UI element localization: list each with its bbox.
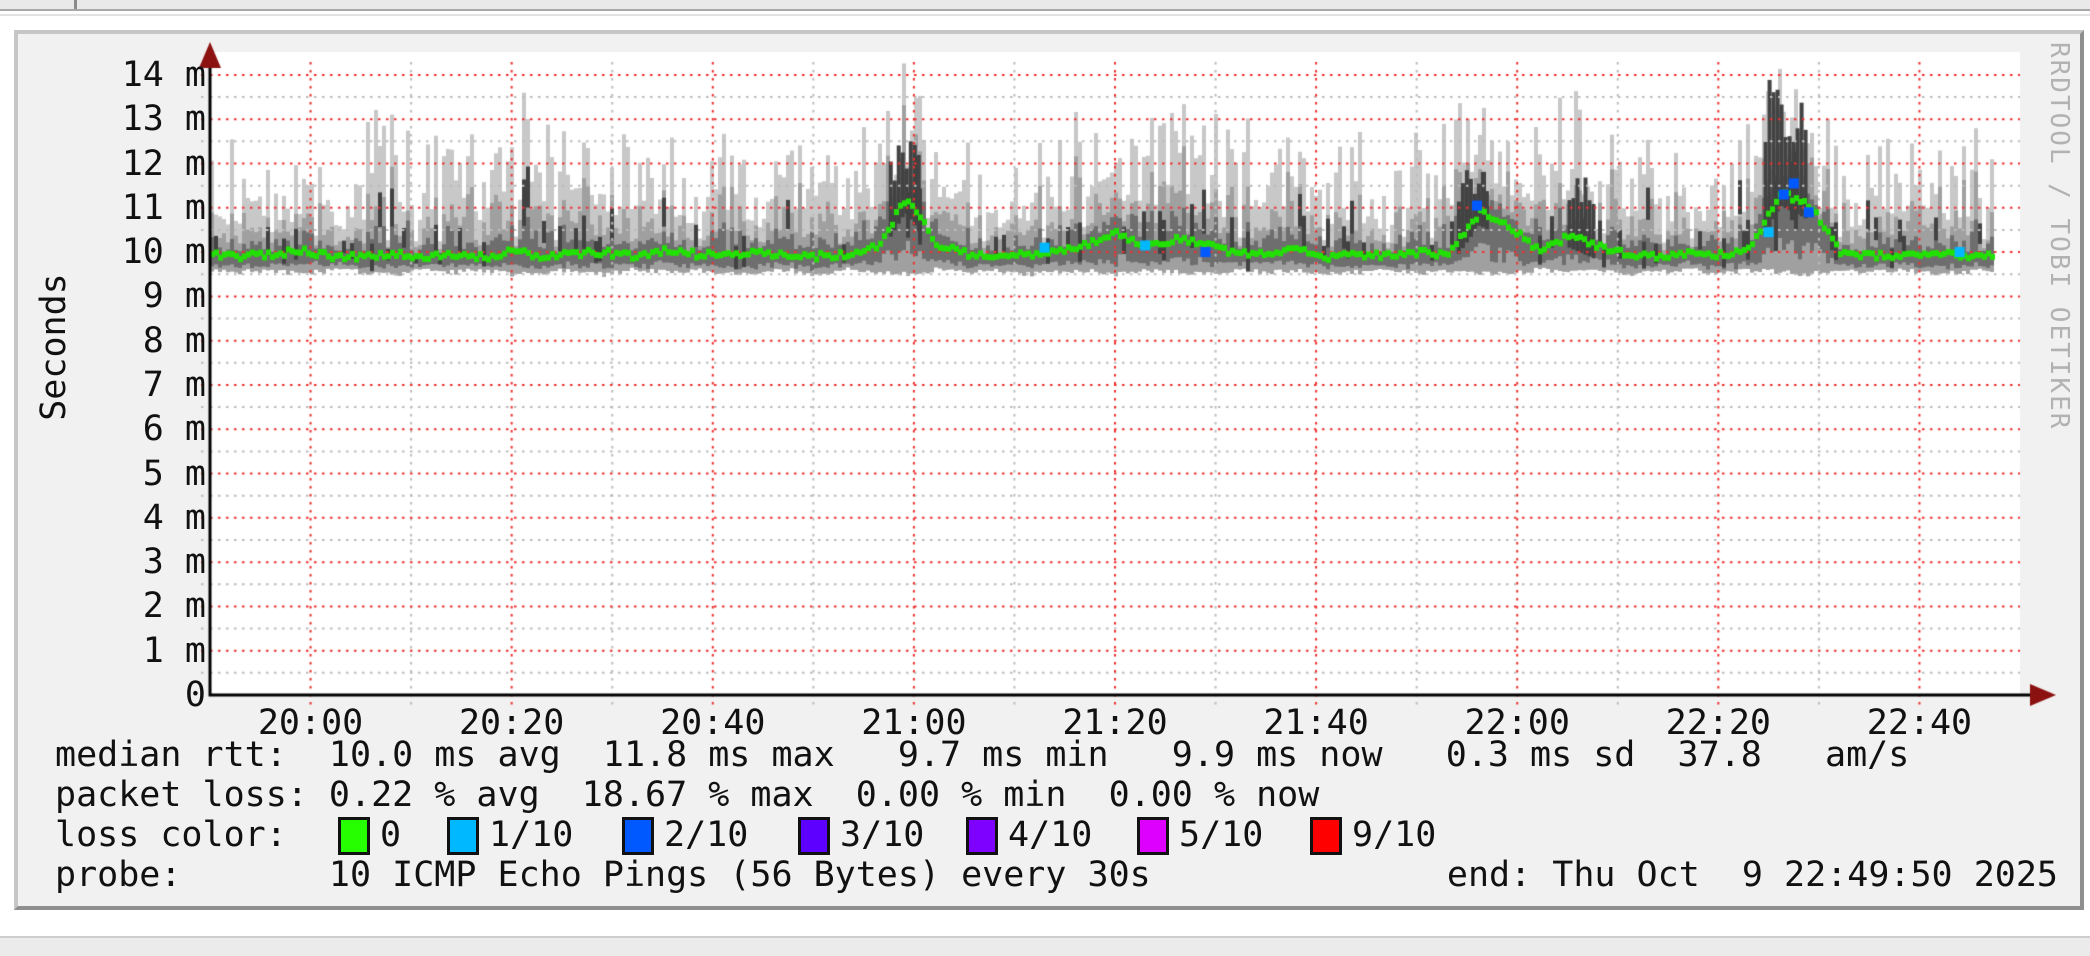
loss-swatch-label: 1/10 — [489, 815, 574, 855]
loss-swatch-1-10 — [447, 817, 479, 855]
x-tick-label: 22:40 — [1866, 703, 1973, 743]
y-tick-label: 3 m — [142, 542, 206, 583]
next-graph-top-edge — [0, 936, 2090, 956]
loss-swatch-label: 4/10 — [1008, 815, 1093, 855]
x-tick-label: 22:00 — [1464, 703, 1570, 743]
loss-swatch-4-10 — [966, 817, 998, 855]
loss-swatch-5-10 — [1137, 817, 1169, 855]
legend-end-time: end: Thu Oct 9 22:49:50 2025 — [1446, 855, 2058, 895]
loss-swatch-label: 2/10 — [664, 815, 749, 855]
loss-swatch-9-10 — [1310, 817, 1342, 855]
legend-packet-loss: packet loss: 0.22 % avg 18.67 % max 0.00… — [55, 775, 1320, 815]
x-tick-label: 21:20 — [1062, 703, 1168, 743]
loss-swatch-label: 0 — [380, 815, 402, 855]
x-tick-label: 20:20 — [458, 703, 565, 743]
y-tick-label: 11 m — [121, 187, 206, 228]
loss-swatch-label: 5/10 — [1179, 815, 1264, 855]
loss-swatch-2-10 — [622, 817, 654, 855]
latency-plot-area[interactable] — [18, 34, 2080, 724]
y-tick-label: 14 m — [121, 54, 206, 95]
y-tick-label: 4 m — [142, 497, 206, 538]
y-tick-label: 2 m — [142, 586, 206, 627]
loss-swatch-label: 3/10 — [840, 815, 925, 855]
y-tick-label: 1 m — [142, 630, 206, 671]
x-tick-label: 20:00 — [257, 703, 364, 743]
y-tick-label: 8 m — [142, 320, 206, 361]
loss-swatch-3-10 — [798, 817, 830, 855]
x-tick-label: 21:00 — [861, 703, 967, 743]
legend-median-rtt: median rtt: 10.0 ms avg 11.8 ms max 9.7 … — [55, 735, 1910, 775]
y-tick-label: 12 m — [121, 143, 206, 184]
loss-swatch-label: 9/10 — [1352, 815, 1437, 855]
x-tick-label: 20:40 — [660, 703, 766, 743]
top-hairline — [0, 14, 2090, 16]
loss-swatch-0 — [338, 817, 370, 855]
y-tick-label: 6 m — [142, 409, 206, 450]
y-tick-label: 5 m — [142, 453, 206, 494]
y-tick-label: 0 — [184, 675, 206, 715]
y-tick-label: 10 m — [121, 232, 206, 273]
legend-probe: probe: 10 ICMP Echo Pings (56 Bytes) eve… — [55, 855, 1151, 895]
legend-loss-color-label: loss color: — [55, 815, 287, 855]
top-window-edge — [0, 0, 2090, 11]
y-tick-label: 13 m — [121, 99, 206, 140]
y-tick-label: 7 m — [142, 364, 206, 405]
y-tick-label: 9 m — [142, 276, 206, 317]
rrdtool-watermark: RRDTOOL / TOBI OETIKER — [2044, 42, 2074, 431]
top-edge-divider — [74, 0, 77, 9]
x-tick-label: 22:20 — [1665, 703, 1771, 743]
x-tick-label: 21:40 — [1263, 703, 1369, 743]
